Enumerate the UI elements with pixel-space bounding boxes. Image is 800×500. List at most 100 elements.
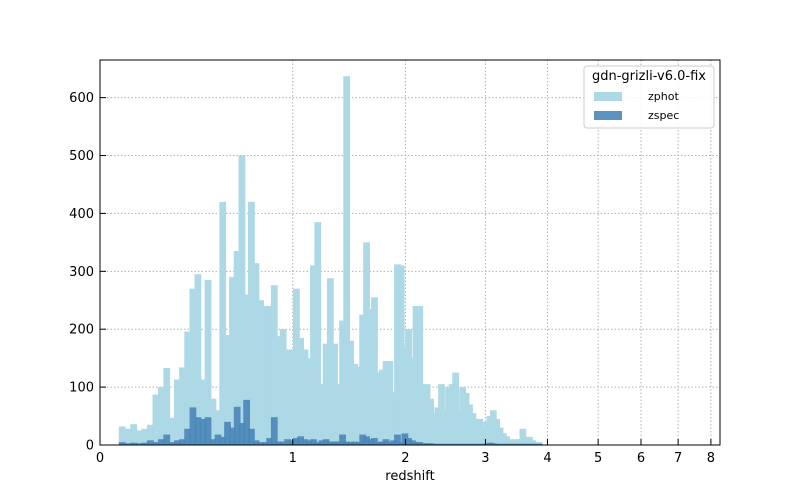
bar-zphot (445, 387, 452, 445)
legend-label-zspec: zspec (648, 109, 679, 122)
bar-zphot (448, 384, 456, 445)
bar-zspec (386, 442, 394, 445)
bar-zphot (335, 384, 342, 445)
bar-zspec (412, 442, 420, 445)
bar-zspec (459, 443, 466, 445)
bar-zspec (466, 443, 473, 445)
bar-zspec (420, 443, 427, 445)
bar-zphot (301, 349, 309, 445)
bar-zspec (158, 439, 165, 445)
bar-zspec (347, 442, 355, 445)
bar-zphot (394, 264, 401, 445)
bar-zspec (359, 434, 367, 445)
bar-zphot (374, 372, 382, 445)
bar-zphot (214, 410, 222, 445)
bar-zphot (310, 265, 317, 445)
bar-zphot (257, 300, 264, 445)
bar-zspec (314, 442, 322, 445)
bar-zphot (397, 265, 405, 445)
bar-zspec (118, 442, 126, 445)
bar-zphot (405, 329, 413, 445)
bar-zphot (347, 340, 355, 445)
bar-zspec (452, 443, 460, 445)
bar-zspec (288, 440, 296, 445)
legend-swatch-zphot (594, 92, 622, 101)
x-tick-label: 0 (96, 451, 104, 466)
bar-zphot (130, 424, 138, 445)
bar-zspec (326, 441, 334, 445)
bar-zspec (335, 441, 342, 445)
y-tick-label: 500 (69, 149, 94, 164)
histogram-bars (118, 76, 543, 446)
bar-zspec (318, 440, 326, 445)
bar-zspec (331, 441, 338, 445)
bar-zphot (163, 368, 171, 445)
bar-zspec (351, 441, 359, 445)
bar-zphot (452, 372, 460, 445)
bar-zspec (238, 423, 246, 445)
bar-zphot (288, 349, 296, 445)
bar-zphot (266, 306, 274, 445)
bar-zspec (305, 440, 313, 445)
bar-zphot (158, 387, 165, 445)
bar-zphot (279, 329, 287, 445)
bar-zphot (243, 294, 251, 445)
axis-ticks: 0 1 2 3 4 5 6 7 8 0 100 200 300 400 500 600 (69, 91, 715, 466)
bar-zspec (284, 439, 292, 445)
bar-zphot (401, 346, 409, 445)
bar-zphot (371, 297, 378, 445)
bar-zspec (243, 399, 251, 445)
bar-zspec (252, 440, 260, 445)
bar-zphot (194, 274, 202, 445)
bar-zspec (179, 439, 186, 445)
bar-zspec (469, 443, 477, 445)
bar-zphot (326, 278, 334, 445)
x-tick-label: 4 (543, 451, 551, 466)
bar-zphot (322, 343, 330, 445)
bar-zphot (314, 222, 322, 445)
bar-zspec (374, 442, 382, 445)
legend-swatch-zspec (594, 111, 622, 120)
bar-zspec (322, 439, 330, 445)
bar-zspec (219, 436, 227, 445)
bar-zphot (118, 426, 126, 445)
bar-zspec (363, 436, 370, 445)
bar-zspec (416, 442, 424, 445)
bar-zphot (386, 361, 394, 445)
bar-zspec (394, 434, 401, 445)
y-tick-label: 300 (69, 265, 94, 280)
bar-zspec (270, 417, 278, 445)
bar-zphot (261, 306, 269, 445)
bar-zspec (130, 442, 138, 445)
bar-zspec (199, 418, 207, 445)
bar-zspec (448, 443, 456, 445)
bar-zspec (214, 434, 222, 445)
bar-zspec (146, 440, 154, 445)
x-tick-label: 1 (289, 451, 297, 466)
bar-zspec (224, 421, 231, 445)
bar-zspec (535, 443, 543, 445)
bar-zspec (257, 442, 264, 445)
bar-zphot (146, 424, 154, 445)
bar-zspec (343, 441, 351, 445)
bar-zphot (199, 379, 207, 445)
bar-zspec (301, 439, 309, 445)
bar-zphot (224, 335, 231, 445)
bar-zphot (355, 366, 363, 445)
legend-title: gdn-grizli-v6.0-fix (592, 69, 706, 84)
bar-zphot (382, 361, 390, 445)
y-tick-label: 0 (86, 439, 94, 454)
bar-zspec (378, 441, 386, 445)
bar-zphot (423, 384, 431, 445)
bar-zphot (420, 384, 427, 445)
bar-zspec (184, 428, 192, 445)
bar-zspec (367, 439, 374, 445)
bar-zphot (359, 314, 367, 445)
bar-zphot (229, 277, 236, 445)
bar-zphot (141, 428, 149, 445)
bar-zphot (476, 418, 484, 445)
bar-zspec (135, 443, 143, 445)
bar-zspec (194, 417, 202, 445)
bar-zspec (430, 443, 438, 445)
bar-zspec (141, 442, 149, 445)
